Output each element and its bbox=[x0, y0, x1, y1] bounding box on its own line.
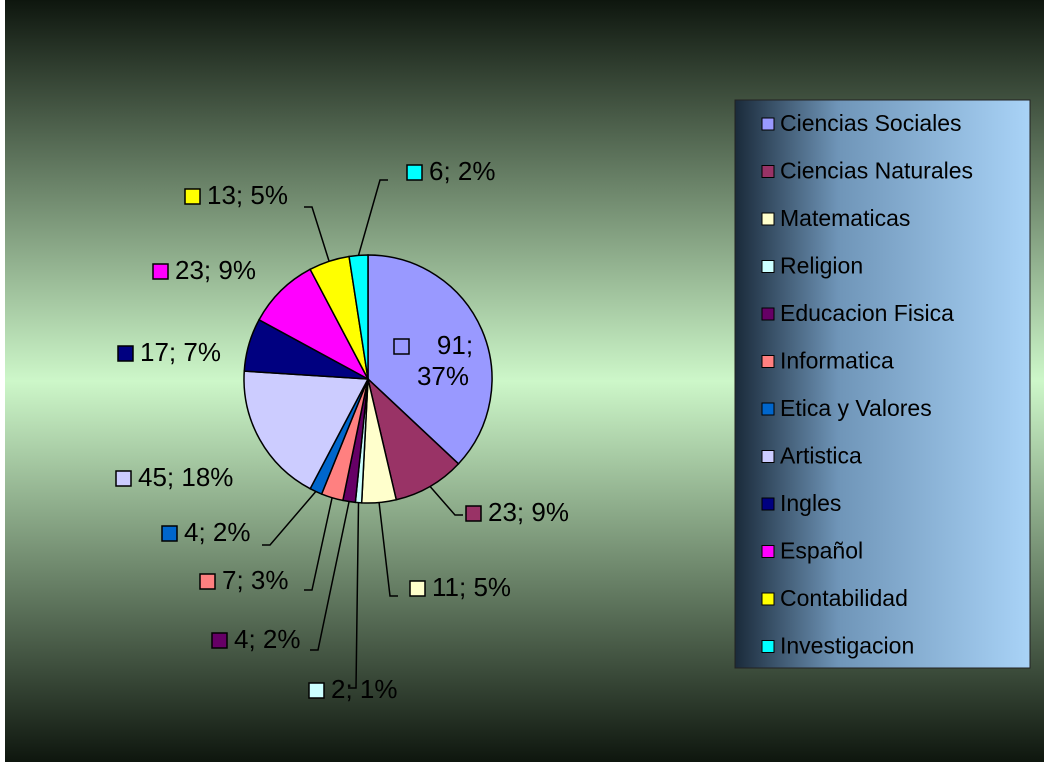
legend-key bbox=[761, 355, 775, 368]
data-label: 91; 37% bbox=[416, 330, 474, 391]
leader-line bbox=[348, 502, 360, 689]
data-label: 13; 5% bbox=[207, 180, 288, 210]
legend-key bbox=[761, 212, 775, 226]
legend-box bbox=[734, 99, 1031, 669]
legend-label: Matematicas bbox=[780, 205, 910, 231]
legend-label: Ciencias Naturales bbox=[780, 158, 973, 184]
legend-label: Artistica bbox=[780, 443, 862, 469]
legend-key bbox=[761, 450, 775, 463]
label-key bbox=[184, 188, 201, 205]
label-key bbox=[211, 632, 228, 649]
data-label: 4; 2% bbox=[234, 624, 301, 654]
data-label: 4; 2% bbox=[184, 517, 251, 547]
legend-key bbox=[761, 165, 775, 178]
data-label: 6; 2% bbox=[429, 156, 496, 186]
label-key bbox=[115, 470, 132, 487]
pie-slice bbox=[243, 370, 370, 490]
leader-line bbox=[304, 206, 330, 262]
leader-line bbox=[310, 501, 350, 651]
data-label: 2; 1% bbox=[331, 674, 398, 704]
leader-line bbox=[304, 497, 333, 591]
label-key bbox=[152, 263, 169, 280]
legend-label: Etica y Valores bbox=[780, 395, 932, 421]
legend-label: Ingles bbox=[780, 490, 841, 516]
legend-label: Informatica bbox=[780, 348, 894, 374]
legend-label: Español bbox=[780, 538, 863, 564]
data-label-box: 91; 37% bbox=[416, 330, 474, 391]
leader-line bbox=[262, 491, 317, 546]
data-label: 11; 5% bbox=[432, 572, 511, 602]
legend-key bbox=[761, 497, 775, 511]
label-key bbox=[393, 338, 410, 355]
leader-line bbox=[378, 502, 398, 597]
label-key bbox=[199, 573, 216, 590]
legend-label: Contabilidad bbox=[780, 585, 908, 611]
data-label: 7; 3% bbox=[222, 565, 289, 595]
legend-key bbox=[761, 402, 775, 416]
label-key bbox=[406, 164, 423, 181]
label-key bbox=[161, 525, 178, 542]
label-key bbox=[308, 682, 325, 699]
legend-key bbox=[761, 260, 775, 273]
legend-key bbox=[761, 640, 775, 653]
legend-label: Religion bbox=[780, 253, 863, 279]
legend-key bbox=[761, 545, 775, 558]
legend-key bbox=[761, 592, 775, 606]
legend-label: Investigacion bbox=[780, 633, 914, 659]
leader-line bbox=[357, 179, 388, 256]
legend-label: Ciencias Sociales bbox=[780, 110, 962, 136]
data-label: 17; 7% bbox=[140, 337, 221, 367]
pie-slice bbox=[367, 254, 493, 465]
legend-key bbox=[761, 307, 775, 321]
data-label: 23; 9% bbox=[175, 255, 256, 285]
label-key bbox=[409, 580, 426, 597]
leader-line bbox=[429, 485, 463, 516]
label-key bbox=[465, 505, 482, 522]
label-key bbox=[117, 345, 134, 362]
data-label: 45; 18% bbox=[138, 462, 233, 492]
legend-label: Educacion Fisica bbox=[780, 300, 954, 326]
data-label: 23; 9% bbox=[488, 497, 569, 527]
legend-key bbox=[761, 117, 775, 131]
